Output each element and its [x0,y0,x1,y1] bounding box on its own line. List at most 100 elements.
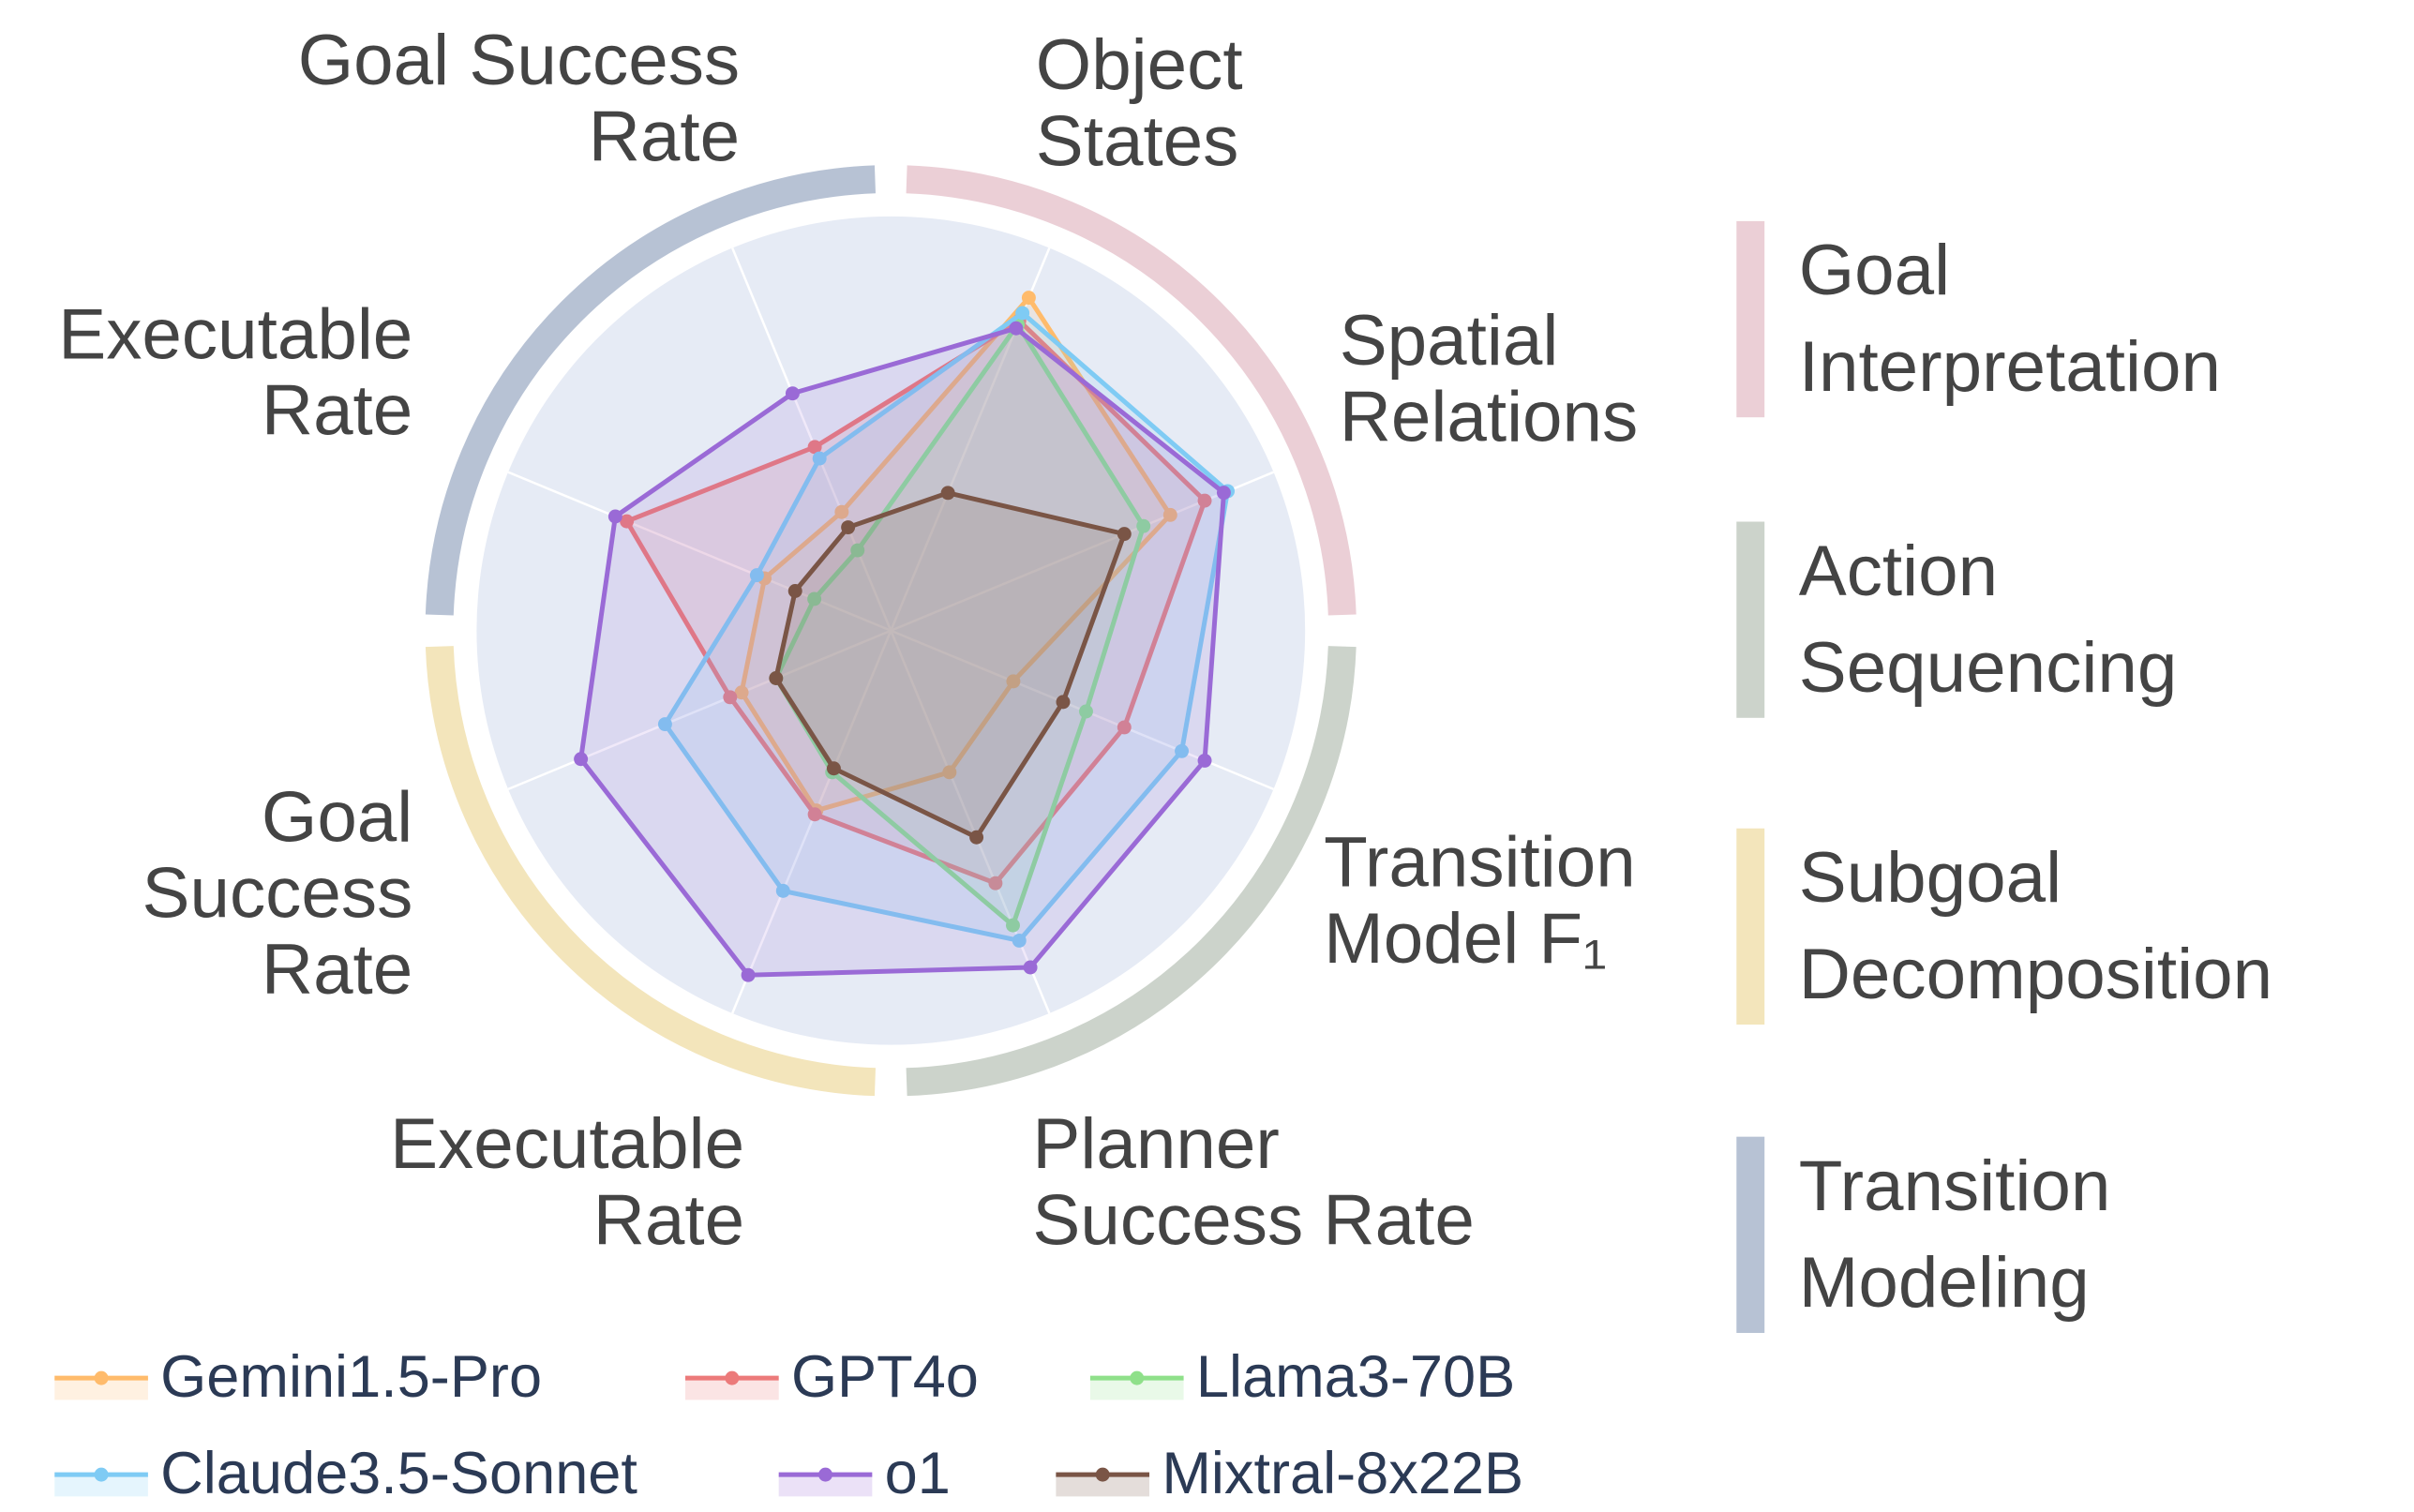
legend-patch [54,1475,148,1497]
group-legend-bar [1736,220,1765,418]
group-legend-label: Interpretation [1799,327,2221,407]
legend-item: o1 [778,1441,951,1506]
data-point [657,717,672,732]
legend-label: Llama3-70B [1196,1344,1515,1410]
legend-item: Claude3.5-Sonnet [54,1441,637,1506]
group-legend-label: Subgoal [1799,838,2062,918]
group-legend-label: Transition [1799,1146,2111,1226]
group-arc [906,165,1357,616]
data-point [785,386,800,401]
axis-label: Executable [58,294,412,374]
axis-label: Model F₁ [1324,899,1607,979]
group-legend-label: Goal [1799,231,1950,310]
data-point [942,765,957,780]
spoke [890,630,1051,1014]
axis-label: Spatial [1340,301,1559,381]
legend-item: GPT4o [685,1344,979,1410]
legend-marker [1130,1370,1145,1385]
legend-marker [725,1370,740,1385]
spoke [731,247,892,632]
legend-patch [54,1378,148,1400]
group-legend-bar [1736,521,1765,718]
axis-label: Transition [1324,822,1636,902]
spoke [507,629,892,791]
group-legend-bar [1736,828,1765,1025]
data-point [834,504,849,519]
legend-marker [94,1467,109,1482]
axis-label: Planner [1032,1104,1279,1184]
data-point [734,685,749,700]
axis-label: Goal Success [298,21,740,100]
axis-label: Executable [390,1104,744,1184]
group-legend-label: Modeling [1799,1243,2090,1323]
legend-item: Mixtral-8x22B [1056,1441,1523,1506]
group-legend-bar [1736,1136,1765,1333]
group-arc [425,646,877,1097]
axis-label: Rate [262,930,412,1010]
legend-patch [778,1475,873,1497]
data-point [988,876,1003,891]
axis-label: Rate [262,371,412,451]
data-point [787,584,802,598]
data-point [574,752,589,767]
data-point [775,883,790,898]
group-arc [906,646,1357,1097]
axis-label: Goal [262,777,412,857]
legend-label: Mixtral-8x22B [1162,1441,1523,1506]
data-point [1216,486,1231,501]
data-point [850,543,865,558]
legend-item: Gemini1.5-Pro [54,1344,542,1410]
data-point [1117,527,1132,542]
data-point [1021,291,1036,306]
data-point [826,761,841,776]
data-point [1006,674,1021,689]
axis-label: Object [1036,25,1243,105]
data-point [1197,753,1212,768]
legend-label: Claude3.5-Sonnet [160,1441,637,1506]
data-point [1012,933,1027,948]
data-point [1006,918,1020,933]
data-point [1136,518,1151,533]
spoke [507,471,892,632]
axis-label: Rate [593,1181,744,1261]
axis-label: Relations [1340,377,1639,457]
data-point [1162,507,1177,522]
group-legend-label: Sequencing [1799,628,2178,708]
data-point [841,520,856,535]
data-point [807,591,822,606]
data-point [807,807,822,822]
data-point [1015,306,1030,321]
axis-label: Success Rate [1032,1181,1474,1261]
data-point [1117,720,1132,735]
legend-marker [94,1370,109,1385]
group-arc [425,165,877,616]
data-point [723,690,738,705]
data-point [620,514,635,529]
data-point [1175,743,1190,758]
legend-label: GPT4o [791,1344,979,1410]
data-point [607,509,622,524]
group-legend-label: Decomposition [1799,935,2272,1014]
data-point [1009,321,1024,336]
axis-label: Rate [589,97,740,176]
data-point [969,830,984,845]
data-point [1079,704,1093,719]
data-point [769,671,784,685]
legend-patch [1056,1475,1150,1497]
spoke [731,630,892,1014]
data-point [1023,960,1038,975]
data-point [741,967,756,982]
legend-label: o1 [885,1441,951,1506]
legend-item: Llama3-70B [1089,1344,1515,1410]
axis-label: Success [142,854,413,934]
data-point [940,486,955,501]
group-legend-label: Action [1799,531,1998,611]
data-point [812,451,827,466]
data-point [1056,695,1071,710]
legend-marker [818,1467,832,1482]
legend-marker [1095,1467,1110,1482]
legend-patch [685,1378,779,1400]
data-point [749,568,764,583]
legend-patch [1089,1378,1184,1400]
